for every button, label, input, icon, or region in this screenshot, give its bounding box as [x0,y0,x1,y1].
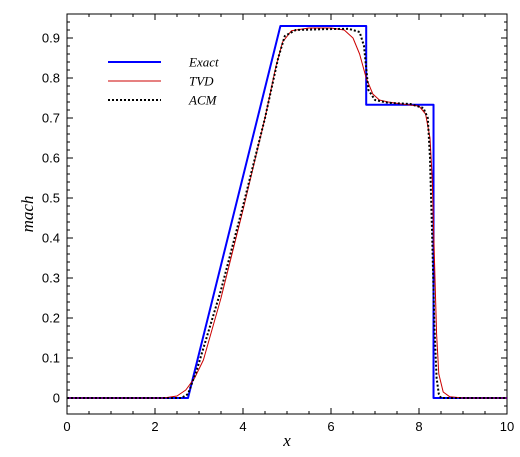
y-tick-label: 0.4 [42,231,60,246]
y-axis-title: mach [18,196,37,233]
x-axis-title: x [282,431,291,450]
legend-label-exact: Exact [188,55,219,70]
legend-label-acm: ACM [188,93,218,108]
series-line-acm [67,27,507,399]
y-tick-label: 0.9 [42,31,60,46]
x-tick-label: 0 [63,419,70,434]
y-tick-label: 0.8 [42,71,60,86]
x-tick-label: 6 [327,419,334,434]
x-tick-label: 8 [415,419,422,434]
legend: Exact TVD ACM [108,55,219,108]
x-tick-label: 10 [500,419,514,434]
y-tick-label: 0.2 [42,311,60,326]
x-tick-label: 4 [239,419,246,434]
y-tick-label: 0.6 [42,151,60,166]
series-line-tvd [67,27,507,399]
y-tick-label: 0.7 [42,111,60,126]
series-line-exact [67,25,507,399]
x-axis-ticks: 0 2 4 6 8 10 [63,14,514,434]
y-tick-label: 0 [53,391,60,406]
y-tick-label: 0.5 [42,191,60,206]
series-lines [67,25,507,399]
x-tick-label: 2 [151,419,158,434]
y-axis-ticks: 0 0.1 0.2 0.3 0.4 0.5 0.6 0.7 0.8 0.9 [42,13,507,415]
plot-frame [66,13,508,415]
legend-label-tvd: TVD [189,74,214,89]
y-tick-label: 0.3 [42,271,60,286]
y-tick-label: 0.1 [42,351,60,366]
